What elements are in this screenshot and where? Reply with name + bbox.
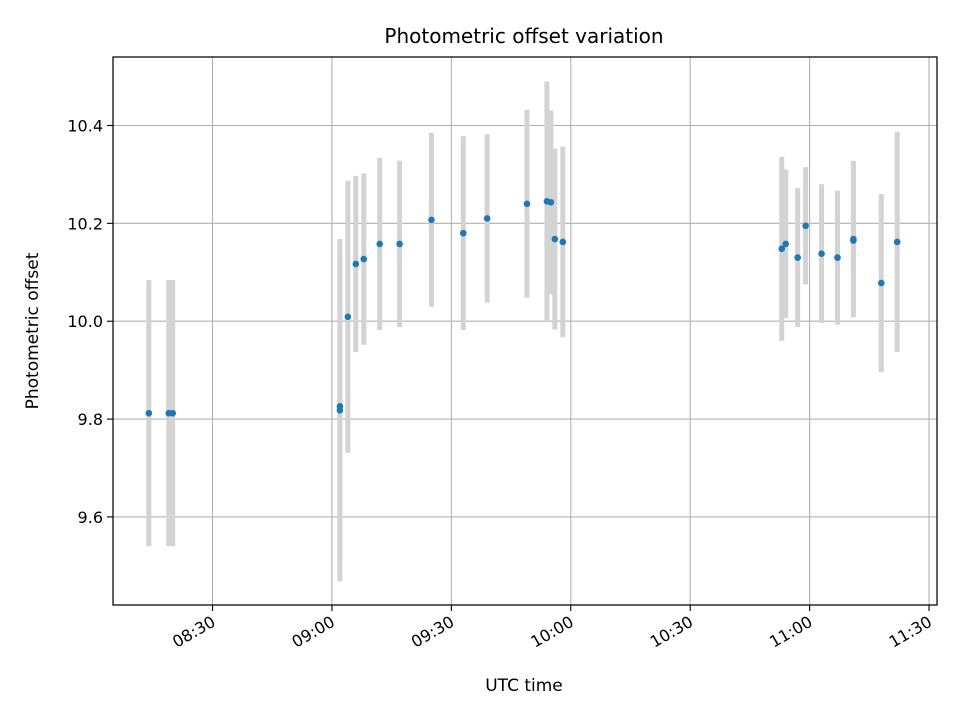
data-point xyxy=(483,215,491,222)
data-point xyxy=(782,240,790,248)
y-tick-label: 10.2 xyxy=(67,214,103,233)
x-tick-label: 09:00 xyxy=(289,612,338,652)
data-point xyxy=(877,279,885,287)
data-point xyxy=(559,238,567,246)
data-point xyxy=(802,222,809,230)
x-axis: 08:30 09:00 09:30 10:00 10:30 11:00 11:30 xyxy=(169,605,935,652)
data-point xyxy=(551,235,559,243)
data-point xyxy=(376,240,384,248)
x-tick-label: 11:00 xyxy=(766,612,815,652)
x-axis-label: UTC time xyxy=(485,676,563,696)
x-tick-label: 11:30 xyxy=(886,612,935,652)
y-tick-label: 9.6 xyxy=(78,508,103,527)
data-point xyxy=(818,250,825,257)
data-point xyxy=(778,245,786,253)
y-axis-label: Photometric offset xyxy=(23,252,43,409)
x-tick-label: 10:30 xyxy=(647,612,696,652)
data-point xyxy=(169,409,177,417)
data-point xyxy=(344,313,352,321)
data-point xyxy=(850,235,857,243)
y-tick-label: 10.0 xyxy=(67,312,103,331)
y-axis: 9.6 9.8 10.0 10.2 10.4 xyxy=(67,117,113,527)
data-point xyxy=(145,409,153,417)
data-point xyxy=(360,255,368,263)
data-point xyxy=(396,240,403,248)
data-point xyxy=(794,254,801,261)
y-tick-label: 9.8 xyxy=(78,410,103,429)
error-bars xyxy=(146,81,900,582)
data-points xyxy=(145,198,901,417)
data-point xyxy=(352,260,360,268)
x-tick-label: 09:30 xyxy=(408,612,457,652)
data-point xyxy=(459,229,467,237)
y-tick-label: 10.4 xyxy=(67,117,103,136)
chart-title: Photometric offset variation xyxy=(384,24,663,48)
data-point xyxy=(834,254,841,261)
data-point xyxy=(893,238,901,246)
x-tick-label: 08:30 xyxy=(169,612,218,652)
data-point xyxy=(547,199,555,206)
plot-frame xyxy=(112,56,938,606)
data-point xyxy=(428,216,435,224)
data-point xyxy=(523,200,531,208)
x-tick-label: 10:00 xyxy=(527,612,576,652)
data-point xyxy=(336,403,344,410)
